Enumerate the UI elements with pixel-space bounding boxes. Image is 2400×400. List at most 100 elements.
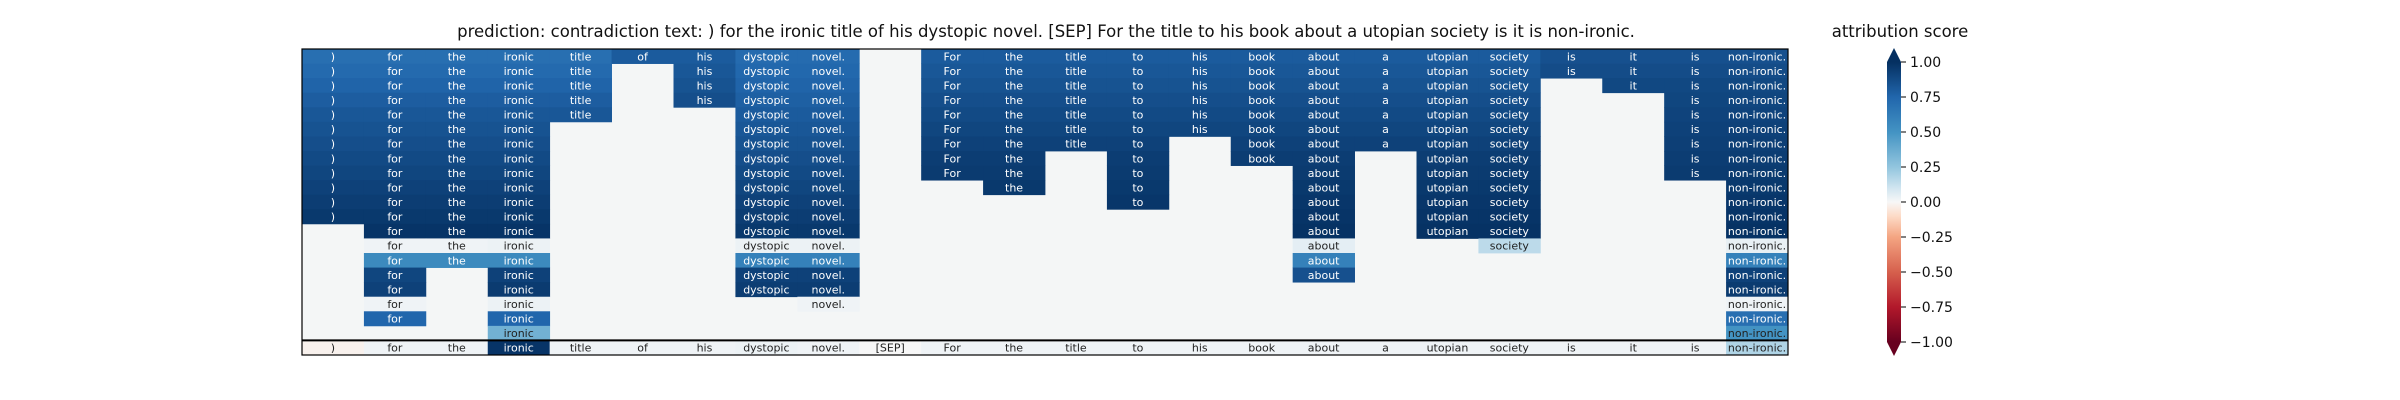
heatmap-cell-label: about [1308,50,1340,63]
heatmap-cell-label: non-ironic. [1728,138,1786,151]
heatmap-cell [1168,340,1232,356]
heatmap-cell-label: book [1248,50,1275,63]
heatmap-cell [1292,340,1355,356]
heatmap-cell-label: [SEP] [876,342,905,355]
heatmap-cell-label: dystopic [743,65,789,78]
heatmap-cell-label: utopian [1427,196,1469,209]
heatmap-cell-label: about [1308,181,1340,194]
heatmap-cell [735,63,798,79]
heatmap-cell-label: about [1308,123,1340,136]
heatmap-cell [1664,136,1727,152]
heatmap-cell [797,136,860,152]
heatmap-cell-label: the [448,240,466,253]
heatmap-cell-label: for [387,225,403,238]
heatmap-cell [363,165,427,181]
heatmap-cell [1045,107,1108,123]
colorbar-gradient [1887,62,1901,342]
heatmap-cell-label: dystopic [743,109,789,122]
heatmap-cell [735,107,798,123]
heatmap-cell-label: non-ironic. [1728,50,1786,63]
heatmap-cell-label: non-ironic. [1728,225,1786,238]
heatmap-cell [1664,63,1727,79]
heatmap-cell [1045,136,1108,152]
heatmap-cell [921,78,984,94]
heatmap-cell [487,267,551,283]
heatmap-cell-label: for [387,109,403,122]
heatmap-cell-label: for [387,211,403,224]
heatmap-cell [487,78,551,94]
heatmap-cell-label: novel. [812,211,846,224]
heatmap-cell [1478,194,1541,210]
heatmap-cell-label: dystopic [743,269,789,282]
heatmap-cell [363,296,427,312]
heatmap-cell [1292,209,1355,225]
heatmap-cell [1416,180,1479,196]
heatmap-cell [1106,63,1170,79]
heatmap-cell-label: about [1308,225,1340,238]
heatmap-cell [735,49,798,64]
heatmap-cell-label: title [1065,94,1087,107]
heatmap-cell [983,165,1046,181]
heatmap-cell [797,238,860,254]
heatmap-cell-label: ) [331,211,335,224]
heatmap-cell-label: utopian [1427,342,1469,355]
heatmap-cell [735,267,798,283]
heatmap-cell-label: is [1691,138,1700,151]
heatmap-cell-label: ) [331,196,335,209]
heatmap-cell-label: dystopic [743,138,789,151]
heatmap-cell [983,180,1046,196]
heatmap-cell [1726,107,1789,123]
heatmap-cell-label: title [1065,109,1087,122]
heatmap-cell [1664,340,1727,356]
heatmap-cell-label: a [1382,65,1389,78]
colorbar-tick-label: −0.75 [1910,300,1953,316]
heatmap-cell [425,238,489,254]
heatmap-cell-label: it [1630,65,1638,78]
heatmap-cell [425,136,489,152]
heatmap-cell [983,151,1046,166]
heatmap-cell-label: his [1192,65,1208,78]
heatmap-cell-label: dystopic [743,342,789,355]
heatmap-cell [797,267,860,283]
heatmap-cell [1726,282,1789,298]
heatmap-cell-label: his [1192,50,1208,63]
heatmap-cell-label: non-ironic. [1728,283,1786,296]
heatmap-cell-label: the [448,50,466,63]
heatmap-cell-label: the [448,342,466,355]
heatmap-cell [1726,194,1789,210]
heatmap-cell [487,121,551,137]
heatmap-cell-label: novel. [812,269,846,282]
heatmap-cell [921,121,984,137]
heatmap-cell [1726,238,1789,254]
heatmap-cell-label: utopian [1427,152,1469,165]
heatmap-cell [1416,151,1479,166]
heatmap-cell-label: a [1382,342,1389,355]
heatmap-cell [363,209,427,225]
heatmap-cell-label: ironic [504,167,534,180]
heatmap-cell-label: the [1005,138,1023,151]
heatmap-cell-label: ironic [504,298,534,311]
heatmap-cell-label: to [1132,123,1143,136]
heatmap-cell-label: non-ironic. [1728,79,1786,92]
heatmap-cell-label: the [448,225,466,238]
heatmap-cell-label: for [387,254,403,267]
heatmap-cell [797,296,860,312]
heatmap-cell [1726,151,1789,166]
colorbar-max-extend [1887,48,1901,62]
heatmap-cell [1106,194,1170,210]
heatmap-cell [1416,49,1479,64]
heatmap-cell-label: utopian [1427,181,1469,194]
heatmap-cell-label: the [1005,79,1023,92]
heatmap-cell [363,180,427,196]
colorbar-label: attribution score [1832,22,1969,41]
heatmap-cell-label: is [1691,152,1700,165]
heatmap-cell [363,223,427,239]
heatmap-cell-label: book [1248,79,1275,92]
heatmap-cell [363,121,427,137]
heatmap-cell [735,136,798,152]
heatmap-cell [921,92,984,108]
heatmap-cell [549,49,612,64]
heatmap-cell [1726,78,1789,94]
heatmap-cell-label: title [1065,50,1087,63]
heatmap-cell [735,121,798,137]
